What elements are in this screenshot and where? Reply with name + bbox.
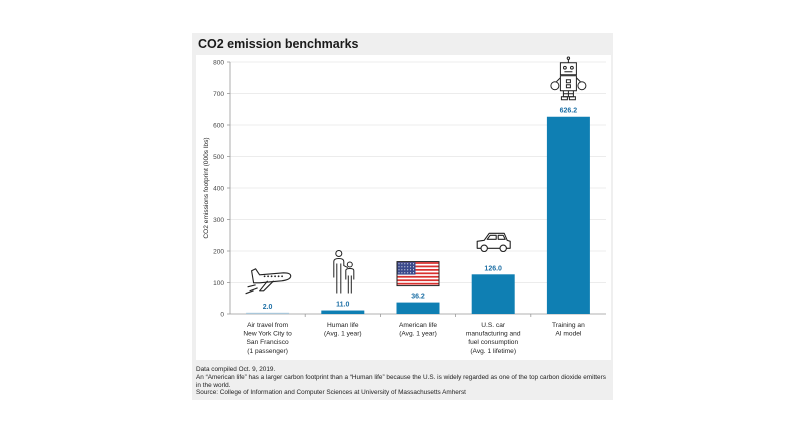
y-tick-label: 600 — [213, 122, 224, 129]
note-explanation: An “American life” has a larger carbon f… — [196, 373, 606, 389]
chart-notes: Data compiled Oct. 9, 2019. An “American… — [196, 366, 606, 397]
value-label: 126.0 — [484, 265, 502, 272]
y-axis-label: CO2 emissions footprint (000s lbs) — [203, 137, 210, 238]
chart-panel: CO2 emission benchmarks 0 100 200 300 400 500… — [192, 33, 613, 400]
y-tick-label: 0 — [220, 311, 224, 318]
category-label: Air travel from New York City to San Franc… — [243, 322, 292, 355]
note-date: Data compiled Oct. 9, 2019. — [196, 366, 276, 373]
airplane-icon — [245, 268, 292, 295]
category-label-line: San Francisco — [247, 339, 289, 346]
value-label: 2.0 — [263, 304, 273, 311]
category-label-line: (Avg. 1 year) — [324, 331, 362, 338]
category-label: Training an AI model — [552, 322, 585, 338]
bar — [321, 310, 365, 314]
category-label-line: Human life — [327, 322, 359, 329]
chart-title: CO2 emission benchmarks — [198, 37, 359, 51]
bar — [471, 274, 515, 314]
category-label-line: fuel consumption — [468, 339, 518, 346]
category-label: American life (Avg. 1 year) — [399, 322, 437, 338]
y-tick-label: 400 — [213, 185, 224, 192]
value-label: 36.2 — [411, 294, 425, 301]
robot-icon — [550, 56, 587, 101]
value-label: 11.0 — [336, 302, 349, 309]
bar — [246, 312, 290, 314]
y-tick-label: 300 — [213, 217, 224, 224]
note-source: Source: College of Information and Compu… — [196, 389, 466, 397]
y-tick-label: 100 — [213, 280, 224, 287]
plot-area: 0 100 200 300 400 500 600 700 800 CO2 emissions f… — [196, 55, 611, 360]
category-label: U.S. car manufacturing and fuel consumptio… — [466, 322, 521, 355]
category-label-line: AI model — [555, 331, 582, 338]
category-label-line: (Avg. 1 year) — [399, 331, 437, 338]
bar-chart: 0 100 200 300 400 500 600 700 800 CO2 emissions f… — [203, 56, 606, 355]
category-label-line: American life — [399, 322, 437, 329]
us-flag-icon — [396, 261, 440, 287]
category-label-line: (1 passenger) — [247, 348, 288, 355]
category-label-line: Air travel from — [247, 322, 289, 329]
category-label-line: (Avg. 1 lifetime) — [470, 348, 516, 355]
category-label-line: New York City to — [243, 331, 292, 338]
people-icon — [333, 250, 355, 294]
value-label: 626.2 — [560, 108, 578, 115]
bar — [546, 116, 590, 314]
y-tick-label: 700 — [213, 91, 224, 98]
bar — [396, 302, 440, 314]
category-label-line: manufacturing and — [466, 331, 521, 338]
y-tick-label: 800 — [213, 59, 224, 66]
category-label: Human life (Avg. 1 year) — [324, 322, 362, 338]
y-tick-label: 200 — [213, 248, 224, 255]
car-icon — [476, 232, 511, 253]
y-tick-label: 500 — [213, 154, 224, 161]
category-label-line: Training an — [552, 322, 585, 329]
category-label-line: U.S. car — [481, 322, 506, 329]
